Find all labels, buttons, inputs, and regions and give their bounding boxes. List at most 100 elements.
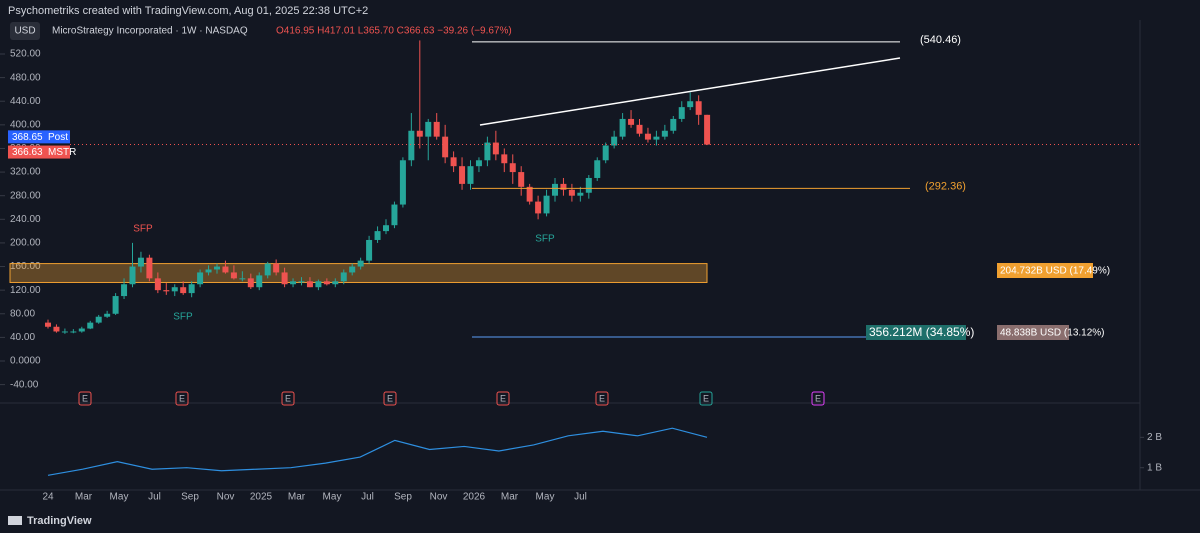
currency-box [10,22,40,40]
y-tick-label: 0.0000 [10,356,41,367]
candle-body [577,192,584,196]
level-label: (540.46) [920,34,961,46]
y-tick-label: 120.00 [10,285,41,296]
candle-body [357,260,364,267]
earnings-box [175,391,189,406]
candle-body [256,275,263,288]
candle-body [146,257,153,279]
candle-body [442,136,449,158]
candle-body [492,142,499,155]
candle-body [374,231,381,240]
candle-body [408,130,415,161]
candle-body [340,272,347,282]
candle-body [594,160,601,178]
x-tick-label: Mar [501,492,519,503]
candle-body [526,186,533,202]
candle-body [332,281,339,285]
candle-body [247,278,254,288]
earnings-box [281,391,295,406]
x-tick-label: Mar [75,492,93,503]
x-tick-label: Sep [394,492,412,503]
earnings-marker: E [599,393,605,403]
candle-body [653,136,660,140]
candle-body [222,266,229,273]
x-tick-label: Jul [574,492,587,503]
candle-body [560,183,567,190]
candle-body [416,130,423,137]
candle-body [171,287,178,292]
x-tick-label: Mar [288,492,306,503]
candle-body [121,284,128,297]
x-tick-label: May [323,492,342,503]
candle-body [535,201,542,214]
candle-body [315,281,322,288]
candle-body [104,313,111,317]
y-tick-label: 440.00 [10,96,41,107]
candle-body [70,331,77,333]
stat-box [997,263,1093,278]
candle-body [518,172,525,187]
candle-body [137,257,144,267]
indicator-line [47,427,708,476]
y-tick-label: 200.00 [10,238,41,249]
y-tick-label: 160.00 [10,261,41,272]
price-tag-name: MSTR [48,147,76,158]
candle-body [467,166,474,184]
earnings-marker: E [82,393,88,403]
candle-body [129,266,136,285]
candle-body [661,130,668,137]
x-tick-label: Nov [217,492,235,503]
candle-body [273,263,280,273]
candle-body [45,322,51,327]
sfp-label: SFP [173,312,193,323]
earnings-marker: E [179,393,185,403]
x-tick-label: Jul [361,492,374,503]
candle-body [678,107,685,119]
earnings-marker: E [815,393,821,403]
candle-body [433,121,440,137]
candle-body [163,290,170,292]
candle-body [670,118,677,131]
candle-body [214,266,220,270]
candle-body [687,101,694,108]
candle-body [264,263,271,276]
stat-label: 356.212M (34.85%) [869,325,974,339]
earnings-box [811,391,825,406]
candle-body [188,284,195,294]
candle-body [366,239,373,261]
candle-body [704,114,711,145]
candle-body [205,269,212,273]
price-tag [8,130,70,144]
ohlc: O416.95 H417.01 L365.70 C366.63 −39.26 (… [276,26,512,37]
brand: TradingView [27,515,92,527]
candle-body [636,124,643,134]
candle-body [509,163,516,173]
candle-body [459,166,466,184]
candle-body [78,328,85,332]
symbol: MicroStrategy Incorporated · 1W · NASDAQ [52,26,248,37]
price-tag-label: 366.63 [12,147,43,158]
candle-body [197,272,204,285]
stat-box [997,325,1069,340]
brand-logo [8,516,22,525]
candle-body [154,278,161,291]
candle-body [349,266,356,273]
candle-body [306,281,313,288]
credit: Psychometriks created with TradingView.c… [8,5,368,17]
candle-body [383,225,389,232]
price-tag-label: 368.65 [12,132,43,143]
candle-body [695,101,702,115]
y-tick-label: 320.00 [10,167,41,178]
earnings-marker: E [703,393,709,403]
candle-body [501,154,508,164]
candle-body [552,183,558,196]
candle-body [568,189,575,196]
y-tick-label: 520.00 [10,49,41,60]
trend-line [479,57,901,126]
y-tick-label: 40.00 [10,332,35,343]
candle-body [484,142,491,161]
earnings-box [496,391,510,406]
candle-body [87,322,94,329]
currency: USD [14,26,35,37]
